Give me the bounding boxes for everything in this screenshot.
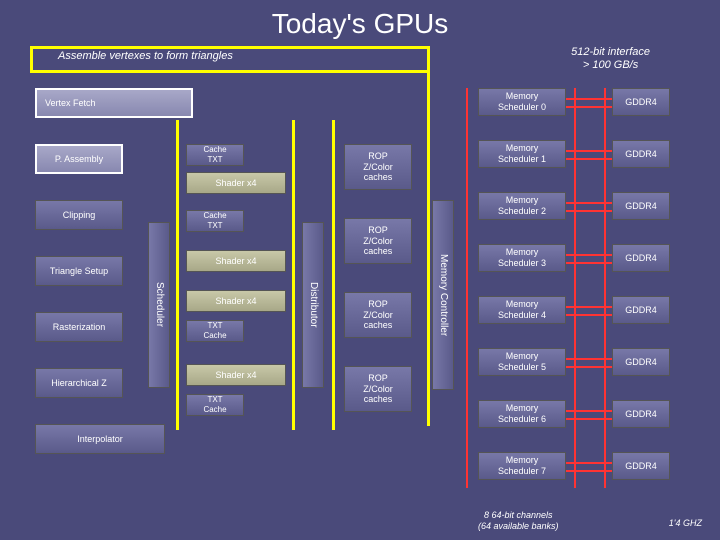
- txt-cache-box: TXTCache: [186, 394, 244, 416]
- distributor-box: Distributor: [302, 222, 324, 388]
- connector: [566, 210, 612, 212]
- pipeline-rasterization: Rasterization: [35, 312, 123, 342]
- memory-bus: [574, 88, 576, 488]
- bus-line: [30, 70, 430, 73]
- cache-txt-box: CacheTXT: [186, 144, 244, 166]
- connector: [566, 470, 612, 472]
- subtitle-left: Assemble vertexes to form triangles: [58, 50, 233, 62]
- memory-scheduler: MemoryScheduler 7: [478, 452, 566, 480]
- pipeline-vertex-fetch: Vertex Fetch: [35, 88, 193, 118]
- footer-left: 8 64-bit channels (64 available banks): [478, 510, 559, 532]
- gddr-box: GDDR4: [612, 452, 670, 480]
- subtitle-right-l2: > 100 GB/s: [583, 59, 638, 71]
- pipeline-p-assembly: P. Assembly: [35, 144, 123, 174]
- connector: [566, 366, 612, 368]
- subtitle-right: 512-bit interface > 100 GB/s: [571, 46, 650, 72]
- connector: [566, 202, 612, 204]
- connector: [566, 150, 612, 152]
- shader-box: Shader x4: [186, 290, 286, 312]
- cache-txt-box: CacheTXT: [186, 210, 244, 232]
- bus-line: [292, 120, 295, 430]
- connector: [566, 462, 612, 464]
- connector: [566, 410, 612, 412]
- connector: [566, 106, 612, 108]
- pipeline-clipping: Clipping: [35, 200, 123, 230]
- txt-cache-box: TXTCache: [186, 320, 244, 342]
- gddr-box: GDDR4: [612, 140, 670, 168]
- rop-box: ROPZ/Colorcaches: [344, 218, 412, 264]
- connector: [566, 98, 612, 100]
- memory-scheduler: MemoryScheduler 1: [478, 140, 566, 168]
- footer-left-l1: 8 64-bit channels: [484, 510, 553, 520]
- memory-scheduler: MemoryScheduler 0: [478, 88, 566, 116]
- memory-scheduler: MemoryScheduler 5: [478, 348, 566, 376]
- gddr-box: GDDR4: [612, 88, 670, 116]
- gddr-box: GDDR4: [612, 400, 670, 428]
- connector: [566, 254, 612, 256]
- bus-line: [332, 120, 335, 430]
- memory-scheduler: MemoryScheduler 4: [478, 296, 566, 324]
- gddr-box: GDDR4: [612, 296, 670, 324]
- gddr-box: GDDR4: [612, 348, 670, 376]
- connector: [566, 306, 612, 308]
- memory-scheduler: MemoryScheduler 6: [478, 400, 566, 428]
- subtitle-right-l1: 512-bit interface: [571, 46, 650, 58]
- pipeline-triangle-setup: Triangle Setup: [35, 256, 123, 286]
- connector: [566, 314, 612, 316]
- rop-box: ROPZ/Colorcaches: [344, 292, 412, 338]
- rop-box: ROPZ/Colorcaches: [344, 366, 412, 412]
- connector: [566, 358, 612, 360]
- memory-bus: [604, 88, 606, 488]
- bus-line: [30, 46, 33, 73]
- bus-line: [427, 46, 430, 426]
- shader-box: Shader x4: [186, 364, 286, 386]
- gddr-box: GDDR4: [612, 244, 670, 272]
- shader-box: Shader x4: [186, 250, 286, 272]
- footer-left-l2: (64 available banks): [478, 521, 559, 531]
- bus-line: [176, 120, 179, 430]
- scheduler-box: Scheduler: [148, 222, 170, 388]
- gddr-box: GDDR4: [612, 192, 670, 220]
- footer-right: 1'4 GHZ: [669, 518, 702, 528]
- memory-bus: [466, 88, 468, 488]
- memory-scheduler: MemoryScheduler 2: [478, 192, 566, 220]
- pipeline-interpolator: Interpolator: [35, 424, 165, 454]
- memory-controller-box: Memory Controller: [432, 200, 454, 390]
- connector: [566, 158, 612, 160]
- bus-line: [30, 46, 430, 49]
- pipeline-hierarchical-z: Hierarchical Z: [35, 368, 123, 398]
- connector: [566, 262, 612, 264]
- rop-box: ROPZ/Colorcaches: [344, 144, 412, 190]
- connector: [566, 418, 612, 420]
- shader-box: Shader x4: [186, 172, 286, 194]
- memory-scheduler: MemoryScheduler 3: [478, 244, 566, 272]
- page-title: Today's GPUs: [0, 0, 720, 40]
